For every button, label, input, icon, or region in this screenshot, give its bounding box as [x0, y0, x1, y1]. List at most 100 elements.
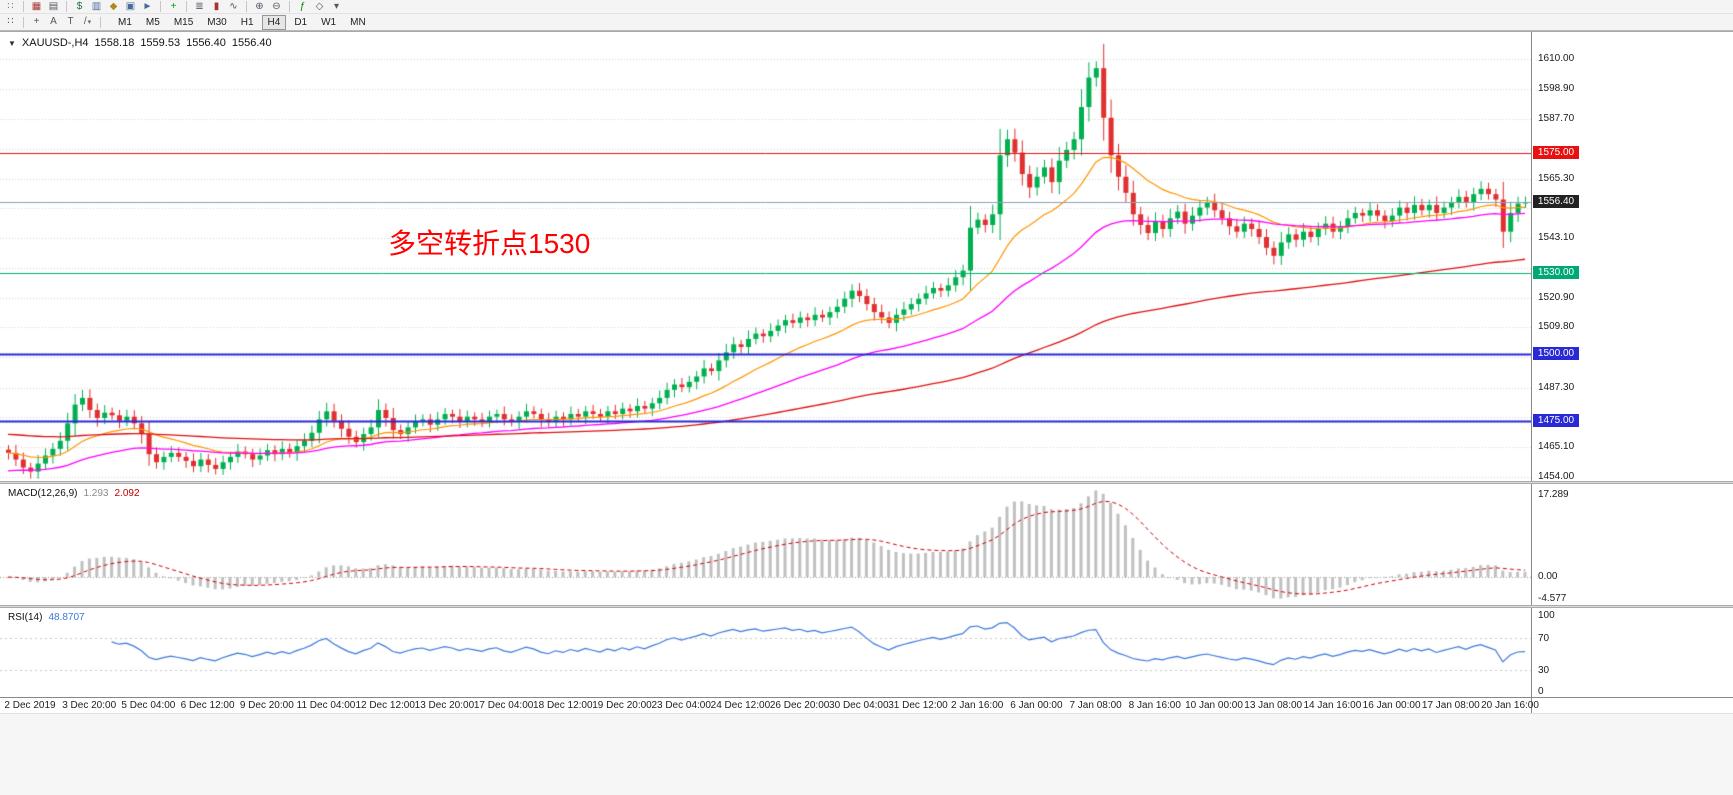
- chart-title: ▼ XAUUSD-,H4 1558.18 1559.53 1556.40 155…: [8, 37, 272, 49]
- timeframe-mn[interactable]: MN: [344, 15, 372, 30]
- chart-low-value: 1556.40: [186, 37, 226, 49]
- panel-splitter[interactable]: [0, 605, 1733, 608]
- main-chart-panel: ▼ XAUUSD-,H4 1558.18 1559.53 1556.40 155…: [0, 32, 1733, 482]
- price-axis-label: 1487.30: [1538, 381, 1575, 393]
- data-window-icon[interactable]: ▥: [91, 0, 102, 12]
- toolbar-separator: [186, 1, 187, 12]
- chart-symbol-period: XAUUSD-,H4: [21, 37, 89, 49]
- time-axis-label: 31 Dec 12:00: [888, 700, 948, 711]
- timeframe-m1[interactable]: M1: [112, 15, 138, 30]
- price-axis-label: 1454.00: [1538, 470, 1575, 482]
- text-tool-icon[interactable]: A: [50, 16, 57, 27]
- rsi-axis[interactable]: 100 70 30 0: [1532, 608, 1733, 697]
- market-watch-icon[interactable]: $: [76, 0, 83, 12]
- time-axis-label: 3 Dec 20:00: [62, 700, 117, 711]
- chart-bars-icon[interactable]: ≣: [195, 0, 204, 12]
- main-price-axis[interactable]: 1610.00 1598.90 1587.70 1565.30 1543.10 1520.…: [1532, 32, 1733, 482]
- toolbar-standard: ∷ ▦ ▤ $ ▥ ◆ ▣ ► + ≣ ▮ ∿ ⊕ ⊖ ƒ ◇ ▾: [0, 0, 1733, 14]
- price-axis-label: 1509.80: [1538, 321, 1575, 333]
- rsi-value: 48.8707: [48, 612, 85, 623]
- objects-icon[interactable]: ◇: [315, 0, 324, 12]
- time-axis-corner: [1532, 698, 1733, 713]
- terminal-icon[interactable]: ▣: [125, 0, 136, 12]
- macd-signal-value: 2.092: [114, 488, 140, 499]
- chevron-down-icon: ▾: [87, 19, 92, 26]
- time-axis-label: 17 Dec 04:00: [473, 700, 534, 711]
- time-axis-labels: 2 Dec 2019 3 Dec 20:00 5 Dec 04:00 6 Dec 12…: [0, 698, 1539, 713]
- new-order-icon[interactable]: +: [170, 0, 177, 12]
- price-axis-label: 1587.70: [1538, 112, 1575, 124]
- macd-panel: MACD(12,26,9) 1.293 2.092 17.289 0.00 -4.5…: [0, 484, 1733, 605]
- timeframe-d1[interactable]: D1: [288, 15, 313, 30]
- timeframe-h1[interactable]: H1: [235, 15, 260, 30]
- rsi-axis-label: 100: [1538, 610, 1555, 621]
- rsi-canvas: [0, 608, 1531, 697]
- toolbar-separator: [23, 16, 24, 28]
- chart-high-value: 1559.53: [140, 37, 181, 49]
- time-axis-label: 12 Dec 12:00: [355, 700, 415, 711]
- new-chart-icon[interactable]: ▦: [31, 0, 42, 12]
- macd-axis[interactable]: 17.289 0.00 -4.577: [1532, 484, 1733, 605]
- toolbar-separator: [289, 1, 290, 12]
- macd-axis-label: -4.577: [1538, 592, 1567, 604]
- time-axis-label: 24 Dec 12:00: [710, 700, 771, 711]
- price-axis-label: 1520.90: [1538, 291, 1575, 303]
- macd-name: MACD(12,26,9): [8, 488, 78, 499]
- chart-window: ▼ XAUUSD-,H4 1558.18 1559.53 1556.40 155…: [0, 31, 1733, 795]
- timeframe-w1[interactable]: W1: [315, 15, 342, 30]
- time-axis-label: 2 Jan 16:00: [951, 700, 1004, 711]
- draw-tools-icon[interactable]: /▾: [83, 16, 92, 27]
- toolbar-separator: [246, 1, 247, 12]
- rsi-axis-label: 70: [1538, 633, 1550, 645]
- price-tag-1475.00: 1475.00: [1533, 413, 1579, 427]
- toolbar-drag-handle-icon[interactable]: ∷: [7, 0, 14, 12]
- time-axis-label: 13 Jan 08:00: [1244, 700, 1303, 711]
- timeframe-m15[interactable]: M15: [168, 15, 199, 30]
- time-axis[interactable]: 2 Dec 2019 3 Dec 20:00 5 Dec 04:00 6 Dec 12…: [0, 697, 1733, 713]
- toolbar-drag-handle-icon[interactable]: ∷: [7, 16, 14, 27]
- time-axis-label: 19 Dec 20:00: [592, 700, 652, 711]
- crosshair-tool-icon[interactable]: +: [33, 16, 40, 27]
- rsi-panel: RSI(14) 48.8707 100 70 30 0: [0, 608, 1733, 697]
- zoom-out-icon[interactable]: ⊖: [272, 0, 281, 12]
- time-axis-label: 18 Dec 12:00: [533, 700, 593, 711]
- time-axis-label: 11 Dec 04:00: [296, 700, 356, 711]
- macd-label: MACD(12,26,9) 1.293 2.092: [8, 488, 140, 499]
- price-axis-label: 1565.30: [1538, 172, 1575, 184]
- time-axis-label: 13 Dec 20:00: [414, 700, 475, 711]
- profiles-icon[interactable]: ▤: [48, 0, 59, 12]
- timeframe-buttons: M1 M5 M15 M30 H1 H4 D1 W1 MN: [111, 14, 373, 30]
- time-axis-label: 6 Jan 00:00: [1010, 700, 1063, 711]
- templates-icon[interactable]: ▾: [333, 0, 340, 12]
- timeframe-m5[interactable]: M5: [140, 15, 166, 30]
- macd-canvas: [0, 484, 1531, 605]
- timeframe-h4[interactable]: H4: [261, 14, 287, 30]
- price-tag-1575.00: 1575.00: [1533, 145, 1579, 159]
- time-axis-label: 9 Dec 20:00: [239, 700, 294, 711]
- macd-axis-label: 0.00: [1538, 571, 1558, 583]
- time-axis-label: 7 Jan 08:00: [1069, 700, 1122, 711]
- macd-plot[interactable]: MACD(12,26,9) 1.293 2.092: [0, 484, 1532, 605]
- time-axis-label: 16 Jan 00:00: [1362, 700, 1421, 711]
- time-axis-label: 20 Jan 16:00: [1481, 700, 1539, 711]
- collapse-icon[interactable]: ▼: [8, 38, 16, 48]
- panel-splitter[interactable]: [0, 481, 1733, 484]
- indicators-icon[interactable]: ƒ: [299, 0, 306, 12]
- toolbar-separator: [160, 1, 161, 12]
- zoom-in-icon[interactable]: ⊕: [255, 0, 264, 12]
- chart-line-icon[interactable]: ∿: [229, 0, 238, 12]
- chart-close-value: 1556.40: [231, 37, 272, 49]
- timeframe-m30[interactable]: M30: [201, 15, 232, 30]
- text-label-tool-icon[interactable]: T: [67, 16, 74, 27]
- rsi-plot[interactable]: RSI(14) 48.8707: [0, 608, 1532, 697]
- drawing-tools: + A T /▾: [28, 16, 96, 28]
- main-chart-plot[interactable]: ▼ XAUUSD-,H4 1558.18 1559.53 1556.40 155…: [0, 32, 1532, 481]
- strategy-tester-icon[interactable]: ►: [142, 0, 153, 12]
- navigator-icon[interactable]: ◆: [109, 0, 118, 12]
- annotation-text: 多空转折点1530: [388, 228, 591, 259]
- price-axis-label: 1543.10: [1538, 232, 1575, 244]
- toolbar-separator: [23, 1, 24, 12]
- chart-candles-icon[interactable]: ▮: [213, 0, 220, 12]
- time-axis-label: 5 Dec 04:00: [121, 700, 176, 711]
- time-axis-label: 8 Jan 16:00: [1128, 700, 1181, 711]
